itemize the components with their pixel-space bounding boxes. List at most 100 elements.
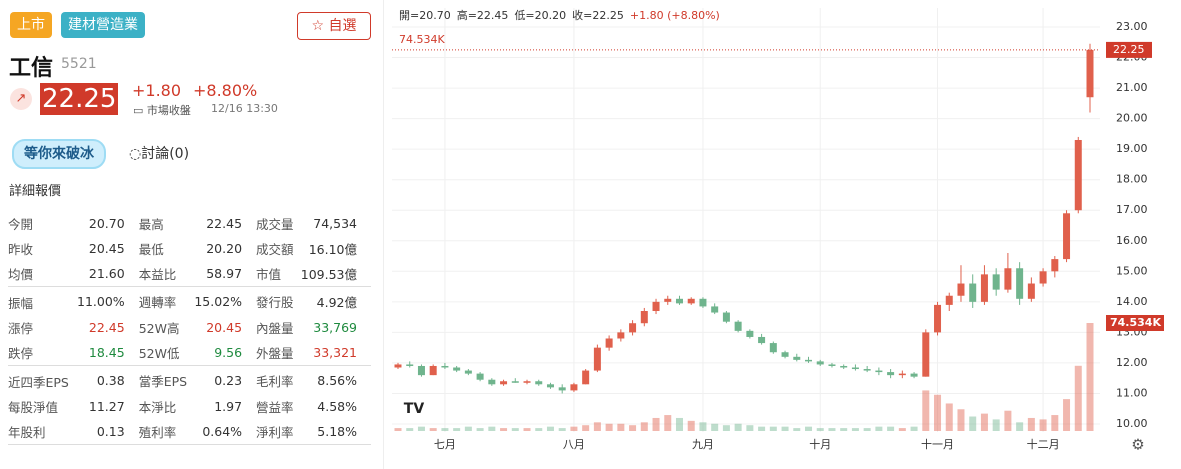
volume-bar <box>629 425 637 431</box>
x-tick-label: 九月 <box>692 438 714 451</box>
candle-body <box>793 356 801 360</box>
cell-label: 近四季EPS <box>8 375 69 390</box>
volume-bar <box>1051 415 1059 431</box>
volume-bar <box>734 423 742 431</box>
stock-code: 5521 <box>61 56 97 72</box>
volume-bar <box>535 428 543 431</box>
change-pct: +8.80% <box>193 81 258 100</box>
volume-bar <box>922 390 930 431</box>
candle-body <box>605 338 613 348</box>
candle-body <box>617 332 625 339</box>
volume-bar <box>558 428 566 431</box>
volume-bar <box>687 420 695 431</box>
y-tick-label: 22.00 <box>1116 51 1148 64</box>
cell-label: 均價 <box>8 267 34 282</box>
industry-tag[interactable]: 建材營造業 <box>61 12 145 38</box>
x-tick-label: 十一月 <box>921 437 954 451</box>
y-tick-label: 20.00 <box>1116 112 1148 125</box>
table-row: 近四季EPS 0.38 當季EPS 0.23 毛利率 8.56% <box>8 366 371 395</box>
volume-bar <box>898 428 906 431</box>
volume-bar <box>992 419 1000 431</box>
cell-label: 殖利率 <box>138 425 177 440</box>
candle-body <box>523 381 531 383</box>
candle-body <box>406 364 414 366</box>
volume-bar <box>793 428 801 431</box>
ohlc-header: 開=20.70 <box>399 9 451 22</box>
discuss[interactable]: ◌討論(0) <box>129 146 190 162</box>
volume-bar <box>417 426 425 431</box>
watch-label: 自選 <box>328 18 357 34</box>
table-row: 每股淨值 11.27 本淨比 1.97 營益率 4.58% <box>8 394 371 419</box>
cell-label: 當季EPS <box>138 373 188 389</box>
volume-bar <box>863 428 871 431</box>
cell-label: 每股淨值 <box>8 400 59 415</box>
cell-label: 漲停 <box>8 321 34 336</box>
cell-label: 今開 <box>8 217 34 232</box>
cell-value: 33,321 <box>313 345 357 360</box>
volume-bar <box>441 428 449 431</box>
cell-label: 成交額 <box>256 242 294 257</box>
cell-label: 營益率 <box>256 400 294 415</box>
cell-value: 9.56 <box>214 345 243 360</box>
ohlc-header: 收=22.25 <box>572 8 624 22</box>
volume-bar <box>828 428 836 431</box>
candle-body <box>417 365 425 376</box>
badge[interactable]: 等你來破冰 <box>12 139 106 169</box>
candle-body <box>675 298 683 304</box>
table-group: 今開 20.70 最高 22.45 成交量 74,534 昨收 20.45 最低 20.20 成交額… <box>8 211 371 287</box>
volume-bar <box>1074 365 1082 431</box>
status: ▭ 市場收盤 <box>133 104 191 117</box>
volume-bar <box>500 428 508 431</box>
cell-label: 年股利 <box>8 425 46 440</box>
volume-bar <box>969 416 977 431</box>
candle-body <box>840 365 848 368</box>
volume-bar <box>523 428 531 431</box>
volume-badge-label: 74.534K <box>1110 316 1161 329</box>
candle-body <box>429 365 437 376</box>
candle-body <box>593 347 601 371</box>
cell-label: 內盤量 <box>256 321 294 336</box>
watch-button[interactable]: ☆ 自選 <box>297 12 371 40</box>
volume-bar <box>1039 419 1047 431</box>
cell-label: 外盤量 <box>256 346 294 361</box>
y-tick-label: 15.00 <box>1116 264 1148 277</box>
candle-body <box>816 361 824 365</box>
cell-value: 8.56% <box>317 372 357 388</box>
volume-bar <box>980 413 988 431</box>
cell-value: 0.13 <box>96 424 125 439</box>
ohlc-header: 高=22.45 <box>457 8 509 22</box>
volume-bar <box>640 422 648 431</box>
cell-value: 18.45 <box>88 345 125 360</box>
volume-bar <box>1063 399 1071 431</box>
volume-bar <box>769 426 777 431</box>
volume-bar <box>805 426 813 431</box>
cell-value: 74,534 <box>313 216 357 231</box>
table-row: 今開 20.70 最高 22.45 成交量 74,534 <box>8 211 371 236</box>
candle-body <box>652 301 660 312</box>
candle-body <box>687 298 695 304</box>
candle-body <box>910 373 918 377</box>
candle-body <box>699 298 707 307</box>
cell-label: 本淨比 <box>138 400 177 415</box>
y-tick-label: 12.00 <box>1116 356 1148 369</box>
ohlc-header: 低=20.20 <box>514 9 566 22</box>
market-tag[interactable]: 上市 <box>10 12 52 38</box>
y-tick-label: 18.00 <box>1116 173 1148 186</box>
y-tick-label: 10.00 <box>1116 417 1148 430</box>
candle-body <box>945 295 953 305</box>
tv-logo: TV <box>404 401 425 417</box>
volume-bar <box>758 426 766 431</box>
volume-bar <box>488 426 496 431</box>
candle-body <box>1086 49 1094 98</box>
cell-value: 0.23 <box>214 372 243 388</box>
volume-top-label: 74.534K <box>399 33 445 46</box>
cell-value: 4.58% <box>317 399 357 414</box>
candle-body <box>582 370 590 385</box>
x-tick-label: 十二月 <box>1027 437 1060 451</box>
volume-bar <box>1004 410 1012 431</box>
cell-label: 淨利率 <box>256 425 294 440</box>
cell-value: 4.92億 <box>316 294 357 310</box>
price: 22.25 <box>40 83 119 115</box>
cell-label: 市值 <box>256 267 282 282</box>
cell-value: 20.20 <box>206 241 243 256</box>
